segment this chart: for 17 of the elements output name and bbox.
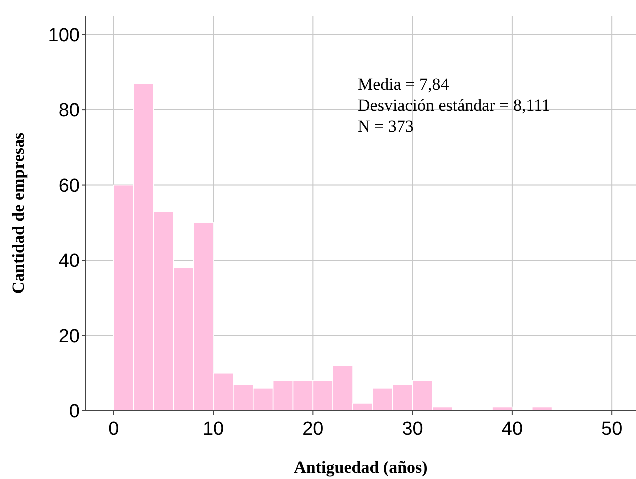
annotation: N = 373	[358, 117, 414, 136]
y-tick-label: 100	[48, 25, 80, 46]
x-axis-title: Antiguedad (años)	[294, 458, 428, 477]
y-tick-label: 40	[58, 251, 80, 272]
annotation: Media = 7,84	[358, 75, 450, 94]
annotation: Desviación estándar = 8,111	[358, 96, 550, 115]
y-tick-label: 0	[69, 402, 80, 423]
y-axis-title: Cantidad de empresas	[9, 132, 28, 294]
x-tick-label: 40	[502, 419, 524, 440]
y-tick-label: 20	[58, 326, 80, 348]
y-tick-label: 60	[58, 176, 80, 197]
x-tick-label: 30	[402, 419, 424, 440]
x-tick-label: 50	[602, 419, 623, 440]
x-tick-label: 20	[302, 419, 324, 440]
x-tick-label: 10	[202, 419, 224, 440]
y-tick-label: 80	[58, 100, 80, 122]
x-tick-label: 0	[108, 419, 120, 440]
